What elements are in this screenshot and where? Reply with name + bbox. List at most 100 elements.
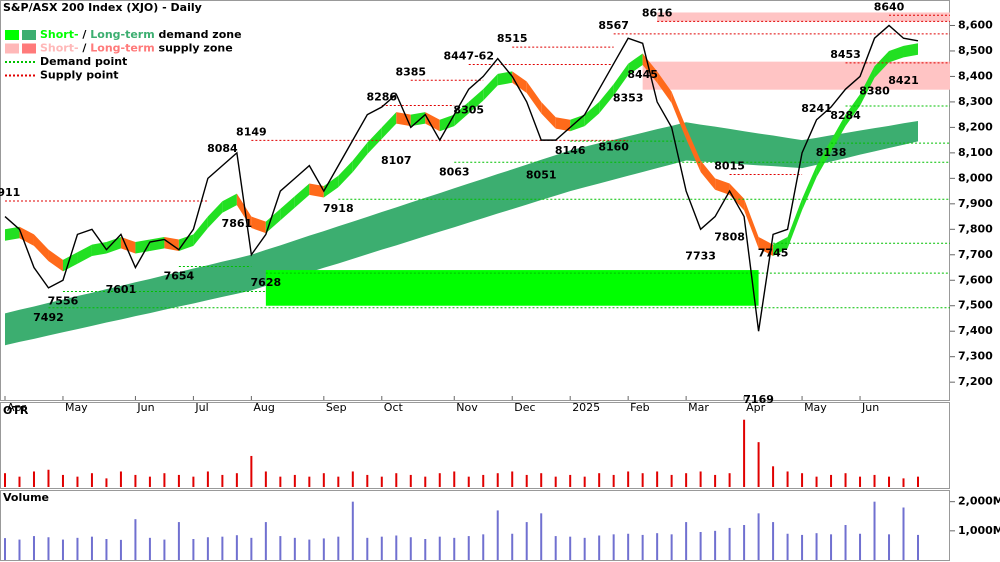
short-term-band [773, 236, 788, 257]
volume-bar [279, 536, 282, 560]
otr-bar [322, 473, 325, 487]
y-tick-label: 8,000 [958, 171, 993, 184]
otr-bar [859, 476, 862, 487]
short-term-band [251, 216, 266, 234]
short-term-band [715, 178, 730, 195]
legend-swatch [22, 43, 36, 54]
otr-bar [699, 471, 702, 487]
volume-bar [76, 537, 79, 560]
x-tick-label: Apr [746, 401, 766, 414]
short-term-band [410, 112, 426, 127]
legend-text: supply zone [155, 42, 233, 55]
otr-bar [148, 476, 151, 487]
legend-swatch [5, 43, 19, 54]
otr-bar [757, 442, 760, 487]
point-label: 8015 [714, 160, 745, 173]
volume-bar [453, 537, 456, 560]
volume-bar [322, 538, 325, 560]
point-label: 7911 [0, 186, 20, 199]
short-term-band [831, 114, 846, 152]
legend-text: Long-term [90, 28, 154, 41]
volume-bar [859, 533, 862, 560]
point-label: 7745 [758, 246, 789, 259]
short-term-band [816, 140, 832, 178]
short-term-band [207, 201, 223, 229]
short-term-band [106, 236, 121, 254]
legend-text: demand zone [155, 28, 242, 41]
volume-bar [801, 534, 804, 560]
point-label: 8640 [874, 0, 905, 13]
short-term-band [468, 89, 484, 114]
point-label: 8445 [627, 68, 658, 81]
short-term-band [265, 208, 281, 234]
y-tick-label: 7,800 [958, 222, 993, 235]
otr-bar [786, 471, 789, 487]
volume-bar [511, 533, 514, 560]
short-term-band [686, 127, 701, 172]
short-term-band [236, 193, 252, 229]
short-term-band [758, 236, 774, 257]
short-term-band [48, 249, 63, 272]
volume-bar [293, 537, 296, 560]
otr-bar [830, 474, 833, 487]
zone [642, 61, 950, 90]
otr-bar [18, 476, 21, 487]
short-term-band [889, 45, 904, 63]
short-term-band [309, 183, 324, 198]
legend-swatch [5, 30, 19, 40]
volume-bar [743, 525, 746, 560]
short-term-band [512, 71, 527, 93]
otr-bar [119, 471, 122, 487]
otr-bar [583, 476, 586, 487]
otr-bar [844, 473, 847, 487]
short-term-band [454, 101, 469, 127]
volume-bar [569, 536, 572, 560]
otr-bar [409, 474, 412, 487]
short-term-band [744, 198, 759, 249]
x-tick-label: Oct [384, 401, 404, 414]
otr-bar [641, 473, 644, 487]
volume-bar [148, 537, 151, 560]
volume-bar [830, 534, 833, 560]
otr-bar [656, 471, 659, 487]
point-label: 8149 [236, 125, 267, 138]
x-tick-label: Sep [326, 401, 347, 414]
short-term-band [802, 165, 817, 211]
otr-bar [482, 474, 485, 487]
x-tick-label: Jul [194, 401, 208, 414]
point-label: 8515 [497, 32, 528, 45]
x-tick-label: Aug [253, 401, 274, 414]
short-term-band [874, 50, 890, 78]
legend-swatch [22, 30, 36, 40]
otr-bar [554, 476, 557, 487]
otr-bar [47, 469, 50, 487]
volume-bar [134, 519, 137, 560]
volume-bar [119, 539, 122, 560]
point-label: 7169 [743, 393, 774, 406]
otr-bar [743, 419, 746, 487]
otr-bar [235, 473, 238, 487]
otr-bar [438, 473, 441, 487]
y-tick-label: 8,100 [958, 146, 993, 159]
otr-panel [0, 402, 950, 489]
short-term-band [570, 114, 585, 132]
point-label: 8305 [453, 104, 484, 117]
x-tick-label: Dec [514, 401, 535, 414]
long-term-band [5, 121, 918, 346]
short-term-band [396, 112, 411, 127]
otr-bar [380, 476, 383, 487]
otr-bar [351, 471, 354, 487]
legend-label: Supply point [40, 69, 119, 82]
volume-bar [670, 534, 673, 560]
otr-bar [395, 473, 398, 487]
panel-label: Volume [3, 491, 49, 504]
otr-bar [728, 473, 731, 487]
otr-bar [714, 474, 717, 487]
short-term-band [352, 142, 368, 172]
volume-bar [554, 536, 557, 560]
otr-bar [206, 471, 209, 487]
legend-label: Short- / Long-term supply zone [40, 42, 233, 55]
volume-bar [395, 535, 398, 560]
